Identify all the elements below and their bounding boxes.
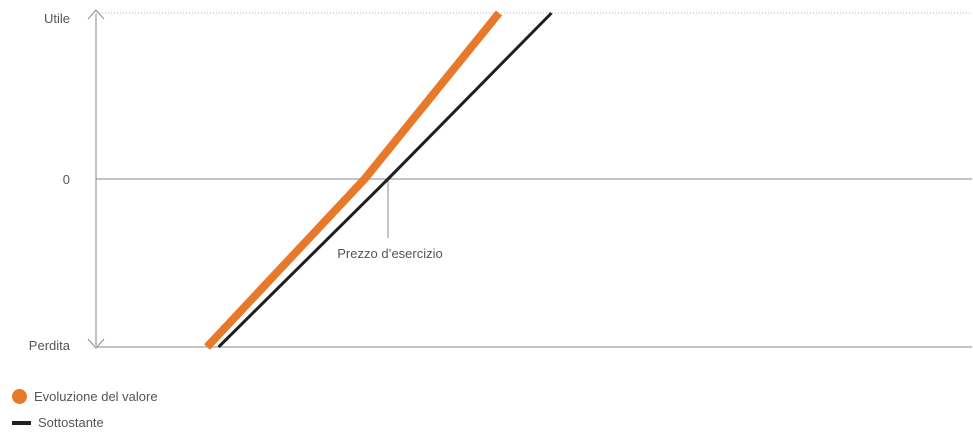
y-label-zero: 0 [63,172,70,187]
legend-label-sottostante: Sottostante [38,415,104,430]
y-axis-arrow-top [87,9,105,20]
legend-swatch-bar [12,421,31,425]
y-label-top: Utile [44,11,70,26]
series-line-evoluzione [204,10,503,350]
y-axis-arrow-bottom [87,338,105,349]
series-layer [204,10,553,350]
legend-item-evoluzione: Evoluzione del valore [12,389,158,404]
series-line-sottostante [217,11,553,349]
y-label-bottom: Perdita [29,338,71,353]
legend-swatch-dot [12,389,27,404]
legend-label-evoluzione: Evoluzione del valore [34,389,158,404]
strike-annotation: Prezzo d’esercizio [337,246,443,261]
legend-item-sottostante: Sottostante [12,415,104,430]
